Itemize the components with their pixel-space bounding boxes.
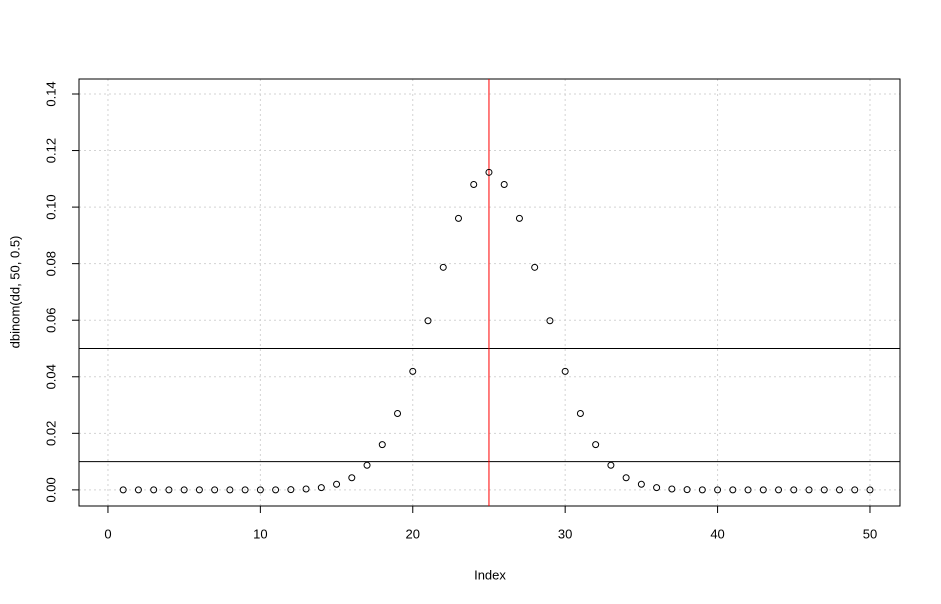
- point: [134, 486, 142, 494]
- point: [576, 410, 584, 418]
- x-tick-label: 50: [863, 526, 877, 541]
- point: [378, 441, 386, 449]
- point: [561, 367, 569, 375]
- y-tick-label: 0.08: [43, 251, 58, 276]
- point: [790, 486, 798, 494]
- point: [607, 461, 615, 469]
- point: [744, 486, 752, 494]
- point: [546, 317, 554, 325]
- y-tick-label: 0.00: [43, 477, 58, 502]
- point: [211, 486, 219, 494]
- point: [866, 486, 874, 494]
- point: [439, 263, 447, 271]
- x-tick-label: 30: [558, 526, 572, 541]
- point: [851, 486, 859, 494]
- point: [622, 474, 630, 482]
- y-tick-label: 0.06: [43, 308, 58, 333]
- point: [485, 168, 493, 176]
- point: [775, 486, 783, 494]
- point: [363, 461, 371, 469]
- point: [317, 484, 325, 492]
- point: [805, 486, 813, 494]
- point: [302, 485, 310, 493]
- point: [729, 486, 737, 494]
- point: [195, 486, 203, 494]
- y-tick-label: 0.10: [43, 194, 58, 219]
- point: [150, 486, 158, 494]
- x-tick-label: 20: [406, 526, 420, 541]
- point: [394, 410, 402, 418]
- y-tick-label: 0.14: [43, 81, 58, 106]
- point: [287, 486, 295, 494]
- point: [256, 486, 264, 494]
- y-tick-label: 0.04: [43, 364, 58, 389]
- point: [515, 214, 523, 222]
- point: [424, 317, 432, 325]
- point: [348, 474, 356, 482]
- point: [165, 486, 173, 494]
- y-tick-label: 0.02: [43, 421, 58, 446]
- point: [683, 486, 691, 494]
- point: [454, 214, 462, 222]
- point: [500, 180, 508, 188]
- point: [835, 486, 843, 494]
- point: [470, 180, 478, 188]
- point: [272, 486, 280, 494]
- point: [241, 486, 249, 494]
- point: [668, 485, 676, 493]
- point: [637, 480, 645, 488]
- point: [119, 486, 127, 494]
- x-tick-label: 40: [710, 526, 724, 541]
- point: [333, 480, 341, 488]
- point: [409, 367, 417, 375]
- x-tick-label: 10: [253, 526, 267, 541]
- point: [698, 486, 706, 494]
- point: [820, 486, 828, 494]
- y-axis-label: dbinom(dd, 50, 0.5): [7, 236, 22, 349]
- point: [226, 486, 234, 494]
- point: [653, 484, 661, 492]
- point: [180, 486, 188, 494]
- plot-box: [78, 78, 901, 507]
- y-tick-label: 0.12: [43, 138, 58, 163]
- point: [531, 263, 539, 271]
- x-tick-label: 0: [104, 526, 111, 541]
- point: [714, 486, 722, 494]
- x-axis-label: Index: [474, 567, 506, 582]
- point: [759, 486, 767, 494]
- point: [592, 441, 600, 449]
